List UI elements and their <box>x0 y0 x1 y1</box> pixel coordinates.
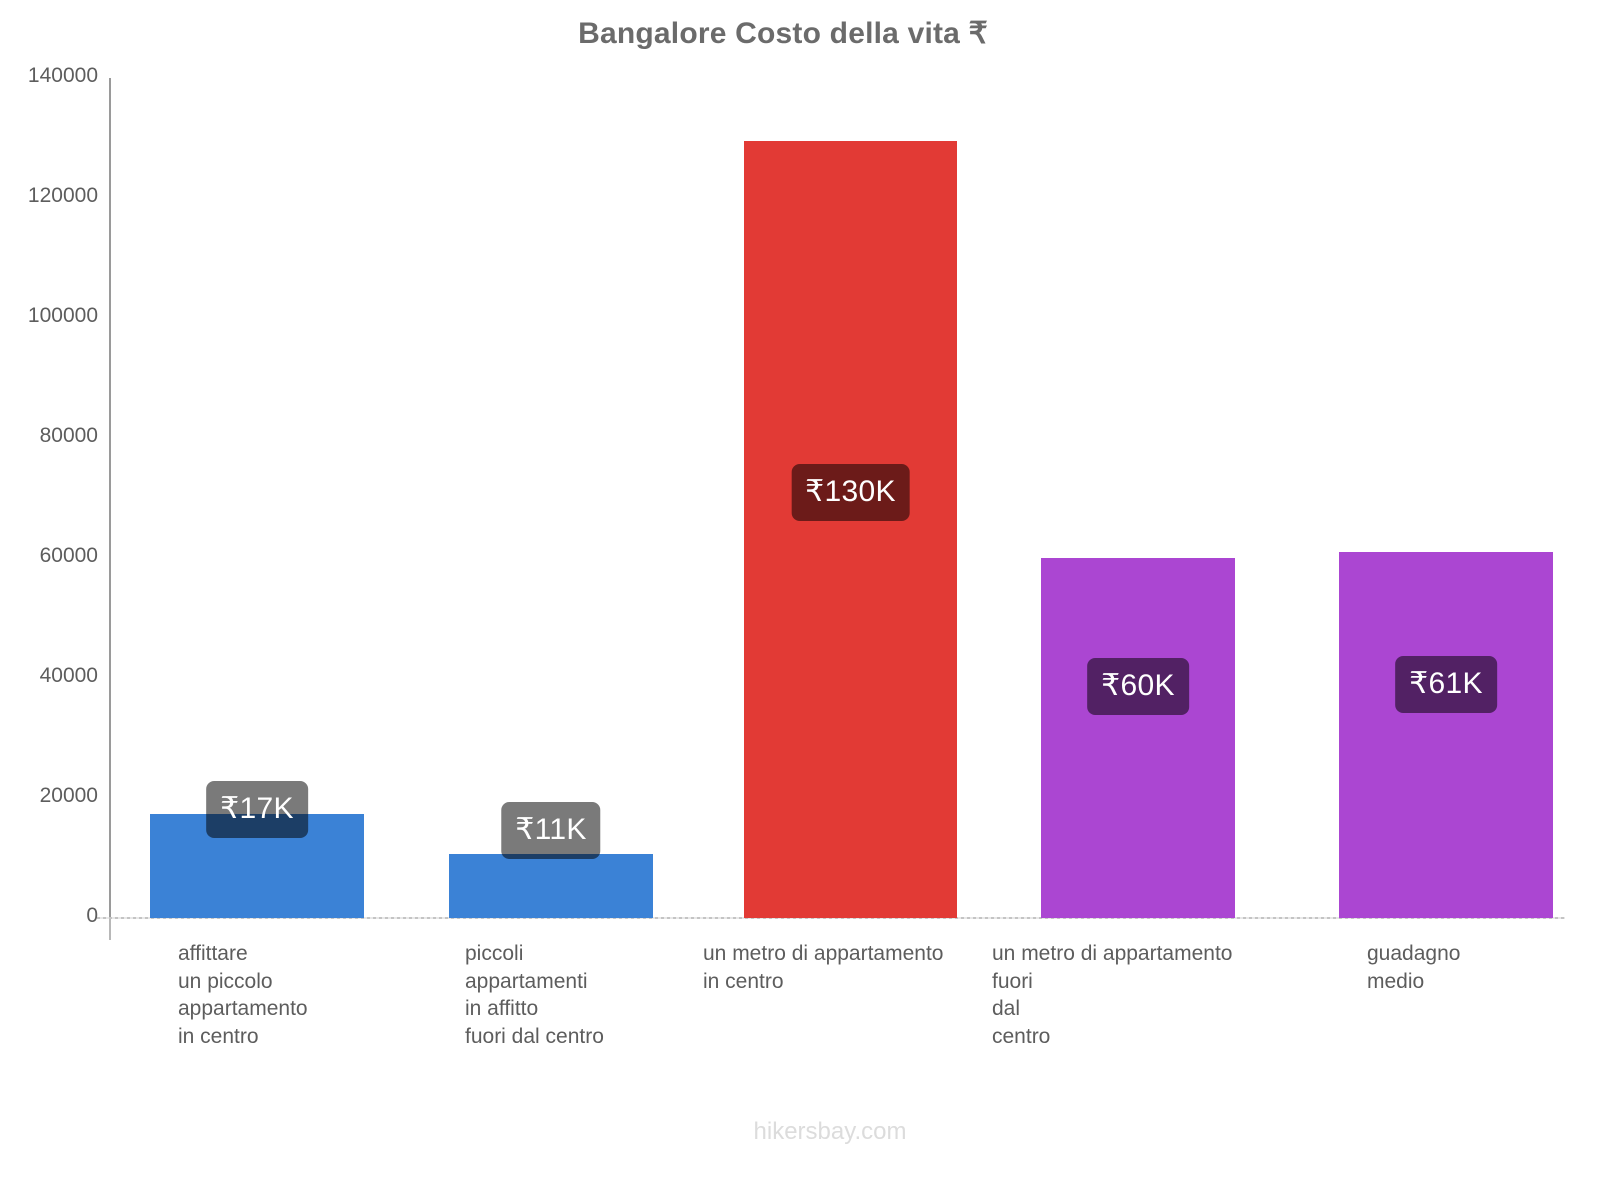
y-axis-tick-label: 40000 <box>39 664 98 687</box>
y-axis-tick-label: 0 <box>86 904 98 927</box>
bar-value-label-4: ₹60K <box>1087 658 1189 715</box>
y-axis-line <box>109 78 111 918</box>
x-axis-category-label-2: piccoli appartamenti in affitto fuori da… <box>465 942 604 1048</box>
bar-5[interactable] <box>1339 552 1553 918</box>
bar-value-label-1: ₹17K <box>206 781 308 838</box>
y-axis-tick-label: 100000 <box>27 304 98 327</box>
y-axis-tick-label: 140000 <box>27 64 98 87</box>
x-axis-category-label-4: un metro di appartamento fuori dal centr… <box>992 942 1233 1048</box>
bar-2[interactable] <box>449 853 653 918</box>
y-axis-baseline-tick <box>109 918 111 940</box>
bar-value-label-3: ₹130K <box>791 464 910 521</box>
plot-area: ₹17K ₹11K ₹130K ₹60K ₹61K <box>110 78 1565 918</box>
x-axis-line <box>97 917 1565 919</box>
x-axis-category-label-1: affittare un piccolo appartamento in cen… <box>178 942 308 1048</box>
y-axis-tick-label: 60000 <box>39 544 98 567</box>
source-watermark: hikersbay.com <box>753 1118 907 1145</box>
x-axis-category-label-5: guadagno medio <box>1367 942 1461 993</box>
x-axis-category-label-3: un metro di appartamento in centro <box>703 942 944 993</box>
y-axis-tick-label: 120000 <box>27 184 98 207</box>
bar-value-label-5: ₹61K <box>1395 656 1497 713</box>
y-axis-tick-label: 20000 <box>39 784 98 807</box>
bar-value-label-2: ₹11K <box>501 802 601 859</box>
y-axis-tick-label: 80000 <box>39 424 98 447</box>
bar-3[interactable] <box>744 141 957 918</box>
bar-4[interactable] <box>1041 558 1235 918</box>
page-title: Bangalore Costo della vita ₹ <box>578 17 988 50</box>
